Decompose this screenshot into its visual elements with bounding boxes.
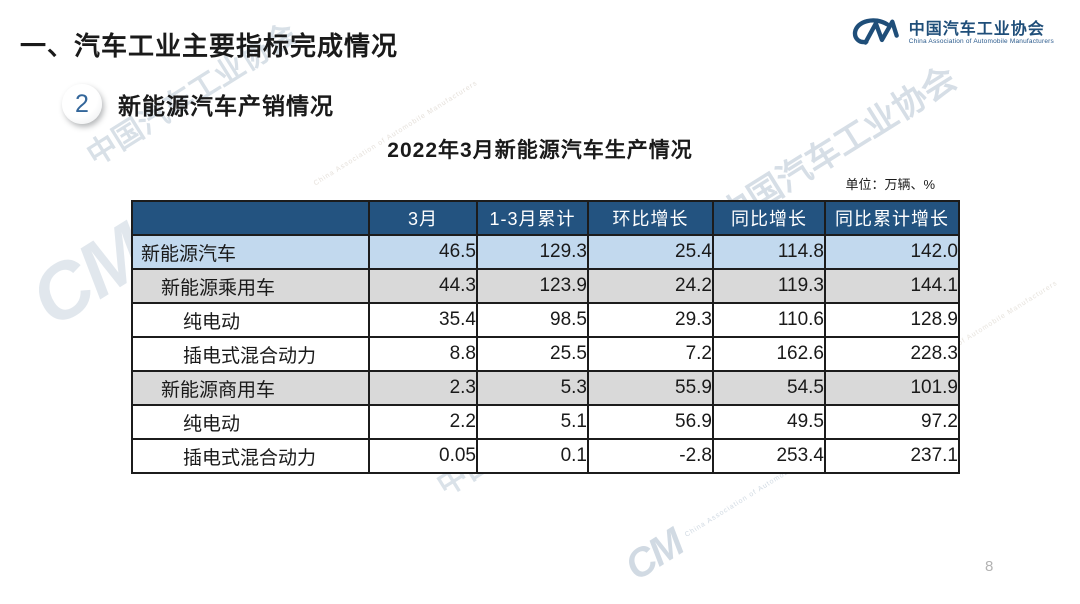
cell-value: 46.5: [368, 234, 478, 270]
cell-value: 54.5: [712, 370, 826, 406]
cam-monogram-icon: [852, 18, 899, 45]
cell-value: 29.3: [587, 302, 714, 338]
cell-value: 129.3: [476, 234, 589, 270]
unit-note: 单位：万辆、%: [845, 177, 935, 192]
cell-value: 8.8: [368, 336, 478, 372]
row-label: 插电式混合动力: [131, 336, 370, 372]
cell-value: 2.2: [368, 404, 478, 440]
row-label: 新能源汽车: [131, 234, 370, 270]
cell-value: 101.9: [824, 370, 960, 406]
column-header: [131, 200, 370, 236]
cell-value: 144.1: [824, 268, 960, 304]
page-number: 8: [985, 558, 994, 575]
section-title: 新能源汽车产销情况: [118, 93, 334, 119]
column-header: 同比累计增长: [824, 200, 960, 236]
cell-value: 0.05: [368, 438, 478, 474]
cell-value: 5.3: [476, 370, 589, 406]
table-row: 插电式混合动力 8.8 25.5 7.2 162.6 228.3: [131, 336, 960, 372]
cell-value: 110.6: [712, 302, 826, 338]
cell-value: 237.1: [824, 438, 960, 474]
cell-value: 55.9: [587, 370, 714, 406]
cell-value: 119.3: [712, 268, 826, 304]
page-title: 一、汽车工业主要指标完成情况: [20, 31, 399, 61]
table-row: 新能源汽车 46.5 129.3 25.4 114.8 142.0: [131, 234, 960, 270]
row-label: 纯电动: [131, 302, 370, 338]
table-row: 纯电动 2.2 5.1 56.9 49.5 97.2: [131, 404, 960, 440]
cell-value: 128.9: [824, 302, 960, 338]
cell-value: 142.0: [824, 234, 960, 270]
row-label: 插电式混合动力: [131, 438, 370, 474]
cell-value: 2.3: [368, 370, 478, 406]
cell-value: 7.2: [587, 336, 714, 372]
cell-value: 253.4: [712, 438, 826, 474]
cell-value: 35.4: [368, 302, 478, 338]
logo-name-cn: 中国汽车工业协会: [908, 20, 1045, 38]
production-table: 3月 1-3月累计 环比增长 同比增长 同比累计增长 新能源汽车 46.5 129.…: [131, 200, 960, 474]
cell-value: 97.2: [824, 404, 960, 440]
column-header: 1-3月累计: [476, 200, 589, 236]
row-label: 纯电动: [131, 404, 370, 440]
table-title: 2022年3月新能源汽车生产情况: [387, 139, 693, 162]
table-row: 纯电动 35.4 98.5 29.3 110.6 128.9: [131, 302, 960, 338]
column-header: 同比增长: [712, 200, 826, 236]
cell-value: 114.8: [712, 234, 826, 270]
row-label: 新能源商用车: [131, 370, 370, 406]
cell-value: 123.9: [476, 268, 589, 304]
row-label: 新能源乘用车: [131, 268, 370, 304]
table-body: 新能源汽车 46.5 129.3 25.4 114.8 142.0 新能源乘用车 44.3 12…: [131, 234, 960, 474]
table-row: 插电式混合动力 0.05 0.1 -2.8 253.4 237.1: [131, 438, 960, 474]
logo-name-en: China Association of Automobile Manufact…: [908, 38, 1054, 46]
cell-value: 44.3: [368, 268, 478, 304]
cell-value: 5.1: [476, 404, 589, 440]
cell-value: 49.5: [712, 404, 826, 440]
cell-value: 98.5: [476, 302, 589, 338]
cell-value: 162.6: [712, 336, 826, 372]
section-header: 2 新能源汽车产销情况: [62, 84, 334, 124]
column-header: 环比增长: [587, 200, 714, 236]
cell-value: 25.5: [476, 336, 589, 372]
cell-value: 56.9: [587, 404, 714, 440]
section-number-badge: 2: [62, 84, 102, 124]
cell-value: 24.2: [587, 268, 714, 304]
table-row: 新能源商用车 2.3 5.3 55.9 54.5 101.9: [131, 370, 960, 406]
cell-value: 0.1: [476, 438, 589, 474]
table-row: 新能源乘用车 44.3 123.9 24.2 119.3 144.1: [131, 268, 960, 304]
cam-monogram-watermark-icon: CM: [617, 520, 691, 590]
table-header-row: 3月 1-3月累计 环比增长 同比增长 同比累计增长: [131, 200, 960, 236]
cell-value: 228.3: [824, 336, 960, 372]
association-logo: 中国汽车工业协会 China Association of Automobile…: [849, 14, 1054, 52]
cell-value: 25.4: [587, 234, 714, 270]
cell-value: -2.8: [587, 438, 714, 474]
column-header: 3月: [368, 200, 478, 236]
